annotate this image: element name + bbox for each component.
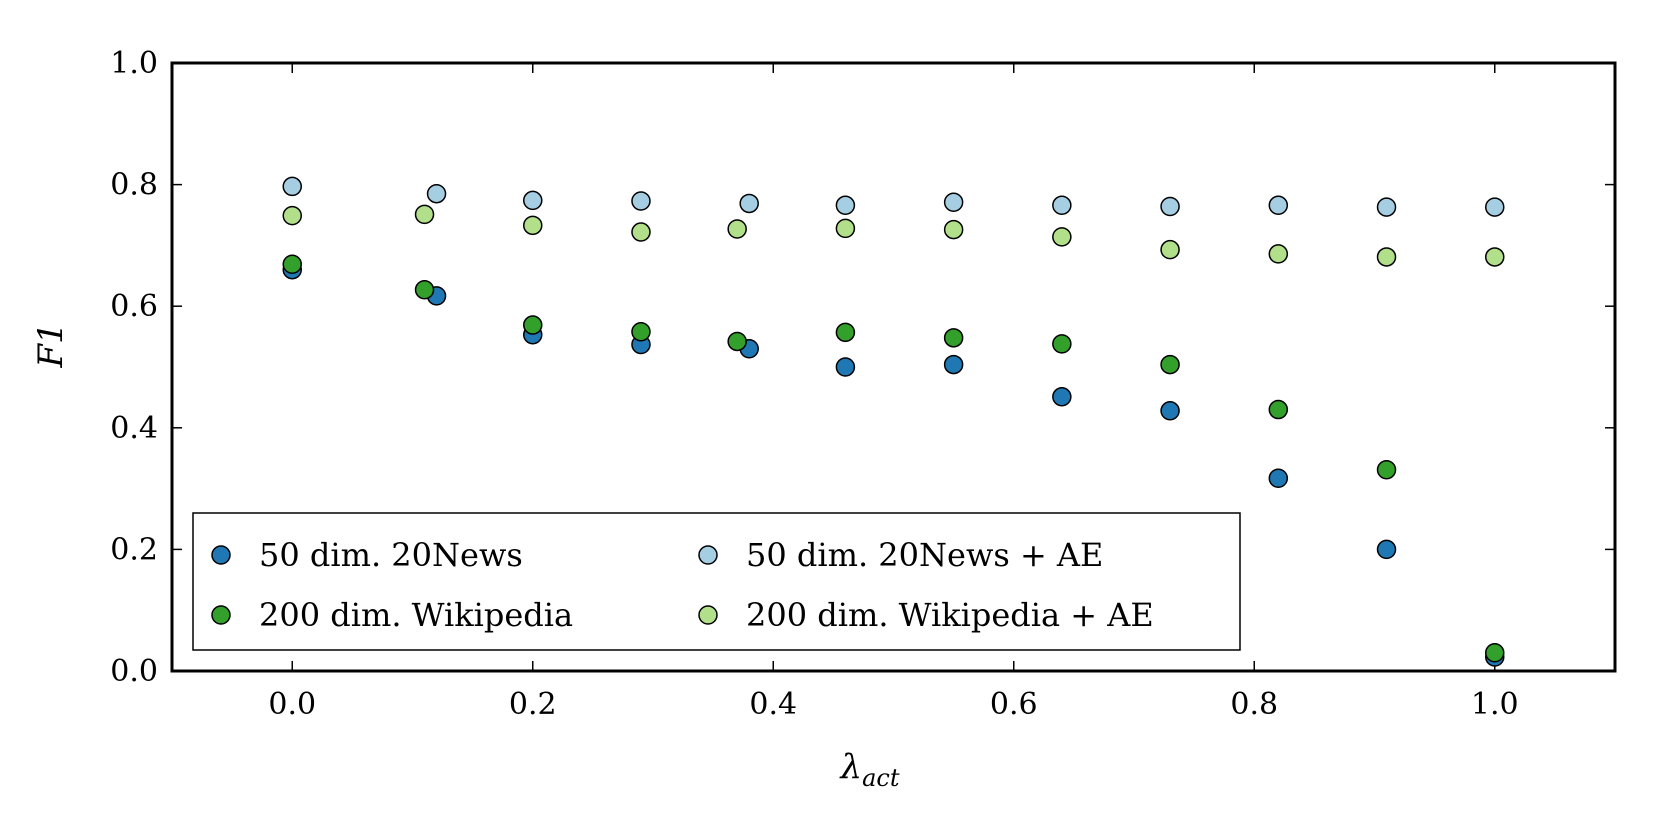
data-point	[1160, 196, 1180, 217]
data-point	[1268, 244, 1289, 264]
data-point	[282, 254, 302, 274]
data-point	[1052, 195, 1072, 216]
data-point	[426, 183, 447, 204]
data-point	[1376, 539, 1397, 560]
x-axis-label: λact	[839, 747, 900, 792]
legend-box	[192, 512, 1241, 651]
series-3	[282, 204, 1505, 267]
legend-label: 50 dim. 20News + AE	[746, 536, 1103, 574]
y-tick-label: 0.0	[110, 654, 158, 689]
x-tick-label: 0.4	[749, 687, 797, 722]
x-axis-label-subscript: act	[862, 764, 900, 792]
data-point	[739, 193, 759, 214]
y-tick-label: 1.0	[110, 46, 158, 81]
data-point	[835, 357, 856, 377]
plot-frame	[170, 61, 1617, 673]
data-point	[727, 331, 747, 352]
legend-label: 200 dim. Wikipedia	[259, 596, 573, 634]
legend: 50 dim. 20News 200 dim. Wikipedia 50 dim. …	[192, 512, 1241, 651]
y-tick-label: 0.8	[110, 168, 158, 203]
data-point	[1052, 227, 1072, 247]
data-point	[1052, 387, 1072, 407]
data-point	[1160, 401, 1180, 421]
legend-label: 200 dim. Wikipedia + AE	[746, 596, 1154, 634]
legend-marker	[698, 545, 718, 565]
y-tick-label: 0.6	[110, 289, 158, 324]
x-tick-label: 0.6	[990, 687, 1038, 722]
y-tick-label: 0.4	[110, 411, 158, 446]
tick-labels: 0.0 0.2 0.4 0.6 0.8 1.0 0.0 0.2 0.4 0.6 0.8 1.0	[110, 46, 1518, 722]
data-point	[1376, 460, 1397, 480]
legend-label: 50 dim. 20News	[259, 536, 523, 574]
data-point	[835, 322, 856, 343]
data-point	[1268, 468, 1289, 489]
data-point	[282, 176, 302, 197]
data-point	[943, 219, 964, 240]
x-tick-label: 0.8	[1230, 687, 1278, 722]
data-point	[727, 219, 747, 239]
data-point	[943, 328, 964, 348]
data-point	[1485, 197, 1505, 217]
data-point	[414, 280, 435, 300]
series-2	[282, 176, 1505, 217]
data-point	[943, 354, 964, 375]
data-point	[1485, 247, 1505, 267]
data-point	[414, 204, 435, 225]
x-tick-label: 0.2	[509, 687, 557, 722]
data-point	[1160, 354, 1180, 375]
data-points	[282, 176, 1505, 667]
data-point	[1268, 195, 1289, 216]
data-point	[835, 195, 856, 216]
data-point	[1485, 643, 1505, 663]
x-tick-label: 0.0	[268, 687, 316, 722]
x-tick-label: 1.0	[1471, 687, 1519, 722]
legend-marker	[211, 545, 231, 565]
data-point	[835, 218, 856, 239]
data-point	[282, 205, 302, 226]
legend-marker	[211, 605, 231, 625]
series-1	[282, 254, 1505, 663]
data-point	[943, 192, 964, 212]
data-point	[523, 215, 543, 236]
legend-marker	[698, 605, 718, 625]
data-point	[631, 191, 651, 211]
data-point	[1376, 247, 1397, 267]
data-point	[631, 222, 651, 242]
y-tick-label: 0.2	[110, 532, 158, 567]
data-point	[1376, 197, 1397, 217]
data-point	[1160, 239, 1180, 260]
data-point	[523, 315, 543, 335]
y-axis-label: F1	[31, 322, 71, 368]
data-point	[1052, 334, 1072, 354]
data-point	[631, 321, 651, 342]
data-point	[523, 190, 543, 211]
x-axis-label-main: λ	[839, 747, 863, 787]
data-point	[1268, 399, 1289, 420]
